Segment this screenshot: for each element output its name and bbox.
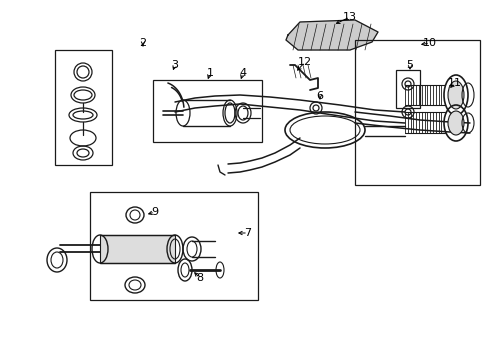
Bar <box>395 70 419 108</box>
Ellipse shape <box>447 81 463 109</box>
Text: 6: 6 <box>316 91 323 101</box>
Bar <box>90 192 258 300</box>
Text: 8: 8 <box>196 273 203 283</box>
Text: 3: 3 <box>171 60 178 70</box>
Text: 2: 2 <box>139 38 146 48</box>
Text: 7: 7 <box>244 228 251 238</box>
Text: 10: 10 <box>422 38 436 48</box>
Text: 11: 11 <box>447 78 461 88</box>
Ellipse shape <box>447 111 463 135</box>
Polygon shape <box>285 20 377 50</box>
Bar <box>100 235 175 263</box>
Text: 4: 4 <box>239 68 246 78</box>
Bar <box>55 50 112 165</box>
Text: 1: 1 <box>206 68 213 78</box>
Bar <box>153 80 262 142</box>
Text: 13: 13 <box>342 12 356 22</box>
Text: 9: 9 <box>151 207 158 217</box>
Text: 5: 5 <box>406 60 413 70</box>
Text: 12: 12 <box>297 57 311 67</box>
Bar <box>354 40 479 185</box>
